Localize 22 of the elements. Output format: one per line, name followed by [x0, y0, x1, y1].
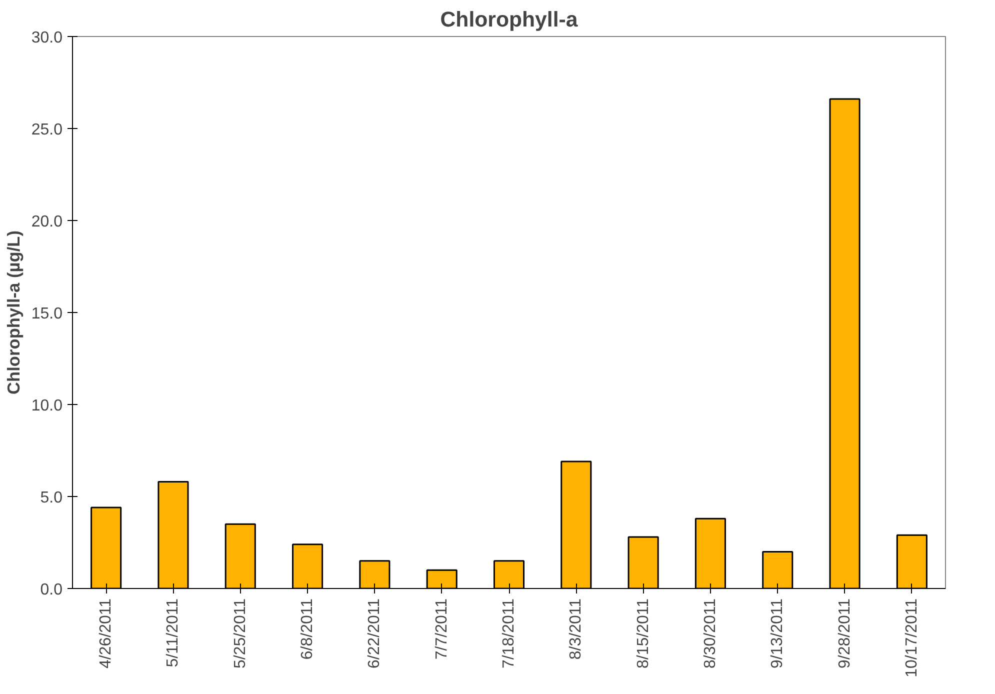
x-tick-label: 4/26/2011 [98, 598, 115, 668]
x-tick-label: 5/11/2011 [164, 598, 182, 668]
x-tick-label: 7/7/2011 [433, 598, 450, 660]
y-tick-label: 30.0 [31, 30, 63, 46]
x-tick-label: 6/8/2011 [299, 598, 316, 660]
x-tick-label: 8/3/2011 [568, 598, 585, 660]
y-tick-label: 20.0 [31, 214, 63, 230]
chart-title: Chlorophyll-a [440, 8, 578, 32]
y-tick-label: 25.0 [31, 122, 63, 138]
x-tick-label: 9/13/2011 [769, 598, 786, 668]
y-tick-label: 15.0 [31, 306, 63, 322]
x-tick-label: 6/22/2011 [366, 598, 384, 668]
x-tick-label: 5/25/2011 [232, 598, 249, 668]
x-tick-label: 10/17/2011 [903, 598, 920, 678]
y-tick-label: 5.0 [40, 490, 63, 506]
x-tick-label: 8/30/2011 [702, 598, 719, 668]
x-tick-label: 7/18/2011 [500, 598, 518, 668]
x-tick-label: 8/15/2011 [634, 598, 652, 668]
y-tick-label: 0.0 [40, 582, 63, 598]
y-axis-title: Chlorophyll-a (µg/L) [3, 230, 24, 394]
y-tick-label: 10.0 [31, 398, 63, 414]
x-tick-label: 9/28/2011 [836, 598, 854, 668]
